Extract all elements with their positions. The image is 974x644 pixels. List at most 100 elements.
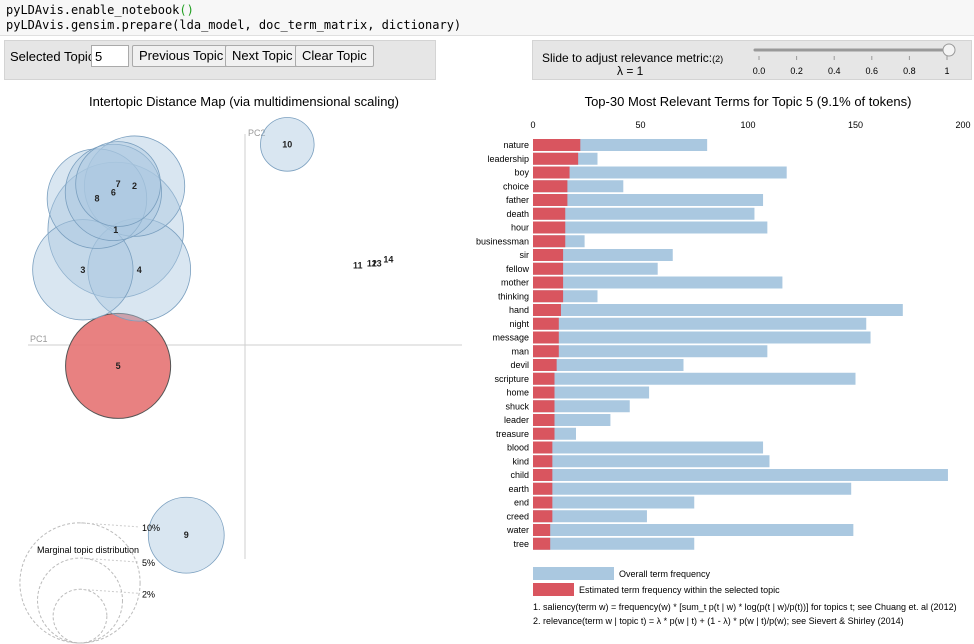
term-bar-overall[interactable]: [533, 510, 647, 523]
term-bar-overall[interactable]: [533, 221, 768, 234]
term-bar-overall[interactable]: [533, 537, 695, 550]
term-label[interactable]: leader: [504, 415, 529, 425]
term-label[interactable]: earth: [508, 484, 529, 494]
term-bar-overall[interactable]: [533, 496, 695, 509]
term-bar-topic[interactable]: [533, 496, 553, 509]
term-bar-topic[interactable]: [533, 510, 553, 523]
term-bar-overall[interactable]: [533, 249, 673, 261]
topic-bubble-2[interactable]: [83, 135, 186, 237]
topic-bubble-6[interactable]: [64, 143, 162, 241]
term-bar-topic[interactable]: [533, 276, 564, 289]
term-bar-topic[interactable]: [533, 262, 564, 275]
term-bar-topic[interactable]: [533, 152, 579, 165]
term-bar-overall[interactable]: [533, 345, 768, 358]
term-label[interactable]: message: [492, 333, 529, 343]
term-bar-overall[interactable]: [533, 331, 871, 344]
term-bar-overall[interactable]: [533, 304, 903, 316]
term-label[interactable]: sir: [520, 250, 530, 260]
term-label[interactable]: water: [506, 525, 529, 535]
term-label[interactable]: treasure: [496, 429, 529, 439]
term-label[interactable]: fellow: [506, 264, 530, 274]
term-bar-overall[interactable]: [533, 469, 948, 481]
term-label[interactable]: kind: [512, 456, 529, 466]
term-bar-topic[interactable]: [533, 537, 551, 550]
term-bar-overall[interactable]: [533, 317, 867, 330]
topic-bubble-10[interactable]: [260, 117, 315, 172]
term-label[interactable]: night: [509, 319, 529, 329]
term-label[interactable]: businessman: [476, 236, 529, 246]
topic-bubble-9[interactable]: [147, 496, 225, 574]
term-bar-topic[interactable]: [533, 290, 564, 303]
term-bar-topic[interactable]: [533, 427, 555, 440]
term-bar-overall[interactable]: [533, 524, 854, 536]
term-bar-topic[interactable]: [533, 180, 568, 193]
term-bar-topic[interactable]: [533, 482, 553, 495]
term-bar-overall[interactable]: [533, 166, 787, 179]
term-bar-topic[interactable]: [533, 359, 557, 371]
term-bar-overall[interactable]: [533, 194, 764, 206]
term-label[interactable]: boy: [514, 168, 529, 178]
term-bar-topic[interactable]: [533, 400, 555, 413]
term-bar-topic[interactable]: [533, 221, 566, 234]
topic-bubble-8[interactable]: [46, 148, 148, 249]
term-label[interactable]: blood: [507, 443, 529, 453]
selected-topic-input[interactable]: [91, 45, 129, 67]
term-bar-topic[interactable]: [533, 372, 555, 385]
term-label[interactable]: mother: [501, 278, 529, 288]
slider-thumb[interactable]: [942, 43, 956, 57]
term-label[interactable]: child: [510, 470, 529, 480]
term-bar-overall[interactable]: [533, 276, 783, 289]
term-bar-overall[interactable]: [533, 262, 658, 275]
term-label[interactable]: leadership: [487, 154, 529, 164]
term-bar-overall[interactable]: [533, 482, 852, 495]
term-label[interactable]: thinking: [498, 291, 529, 301]
term-label[interactable]: scripture: [494, 374, 529, 384]
term-label[interactable]: tree: [513, 539, 529, 549]
term-bar-topic[interactable]: [533, 249, 564, 261]
bar-rows[interactable]: nature leadership boy choice father death hour…: [476, 139, 948, 550]
topic-bubble-3[interactable]: [32, 219, 134, 321]
term-bar-topic[interactable]: [533, 194, 568, 206]
term-bar-topic[interactable]: [533, 235, 566, 248]
term-label[interactable]: death: [506, 209, 529, 219]
topic-bubble-1[interactable]: [47, 161, 184, 299]
topic-bubbles[interactable]: [32, 117, 315, 574]
topic-bubble-5[interactable]: [65, 312, 172, 419]
term-bar-topic[interactable]: [533, 469, 553, 481]
term-label[interactable]: devil: [510, 360, 529, 370]
term-label[interactable]: hour: [511, 223, 529, 233]
term-label[interactable]: choice: [503, 181, 529, 191]
term-bar-overall[interactable]: [533, 455, 770, 468]
term-bar-topic[interactable]: [533, 317, 559, 330]
term-bar-overall[interactable]: [533, 400, 630, 413]
term-label[interactable]: creed: [506, 511, 529, 521]
next-topic-button[interactable]: Next Topic: [225, 45, 300, 67]
term-label[interactable]: nature: [503, 140, 529, 150]
term-bar-topic[interactable]: [533, 441, 553, 454]
clear-topic-button[interactable]: Clear Topic: [295, 45, 374, 67]
term-bar-overall[interactable]: [533, 372, 856, 385]
term-bar-topic[interactable]: [533, 386, 555, 399]
term-bar-overall[interactable]: [533, 359, 684, 371]
term-label[interactable]: hand: [509, 305, 529, 315]
term-bar-topic[interactable]: [533, 304, 561, 316]
term-label[interactable]: shuck: [505, 401, 529, 411]
term-bar-topic[interactable]: [533, 166, 570, 179]
term-label[interactable]: man: [511, 346, 529, 356]
term-bar-topic[interactable]: [533, 455, 553, 468]
relevance-slider[interactable]: 0.0 0.2 0.4 0.6 0.8 1: [533, 41, 973, 81]
term-bar-overall[interactable]: [533, 386, 650, 399]
term-bar-topic[interactable]: [533, 414, 555, 426]
term-bar-topic[interactable]: [533, 207, 566, 220]
term-bar-topic[interactable]: [533, 139, 581, 151]
term-label[interactable]: father: [506, 195, 529, 205]
topic-bubble-4[interactable]: [87, 217, 192, 322]
term-bar-overall[interactable]: [533, 207, 755, 220]
term-bar-topic[interactable]: [533, 524, 551, 536]
term-bar-topic[interactable]: [533, 331, 559, 344]
term-label[interactable]: home: [506, 388, 529, 398]
term-bar-topic[interactable]: [533, 345, 559, 358]
previous-topic-button[interactable]: Previous Topic: [132, 45, 231, 67]
term-bar-overall[interactable]: [533, 441, 764, 454]
term-label[interactable]: end: [514, 498, 529, 508]
